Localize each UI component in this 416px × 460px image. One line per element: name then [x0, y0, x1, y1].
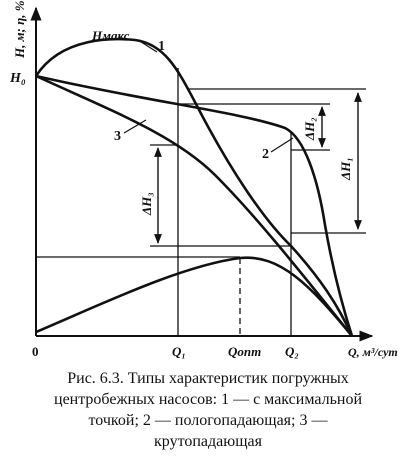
x-axis-label: Q, м³/сут — [348, 345, 398, 359]
qopt-label: Qопт — [228, 344, 261, 359]
q1-label: Q₁ — [172, 344, 186, 359]
efficiency-curve — [35, 256, 354, 337]
h0-label: H₀ — [9, 71, 26, 86]
curve-2-label: 2 — [262, 147, 269, 162]
curve-2-leader — [270, 137, 294, 153]
pump-characteristics-diagram: H, м; η, % H₀ Hмакс 1 2 3 ΔH₁ ΔH₂ ΔH₃ 0 … — [9, 0, 398, 359]
curve-3-steeply-falling — [35, 74, 354, 337]
origin-label: 0 — [32, 344, 39, 359]
delta-h1-label: ΔH₁ — [338, 157, 353, 181]
curve-3-leader — [123, 119, 147, 134]
figure-caption: Рис. 6.3. Типы характеристик погружных ц… — [0, 368, 416, 452]
curve-1-label: 1 — [158, 39, 165, 54]
delta-h2-label: ΔH₂ — [302, 117, 317, 141]
q2-label: Q₂ — [285, 344, 299, 359]
curve-3-label: 3 — [114, 129, 121, 144]
hmax-label: Hмакс — [91, 28, 130, 43]
curve-2-gently-falling — [35, 74, 354, 337]
caption-line: точкой; 2 — пологопадающая; 3 — — [88, 412, 328, 429]
curve-1-max-point — [34, 37, 354, 337]
caption-line: центробежных насосов: 1 — с максимальной — [54, 391, 362, 408]
caption-line: крутопадающая — [154, 433, 262, 450]
y-axis-label: H, м; η, % — [12, 0, 27, 59]
curve-1-leader — [137, 39, 158, 53]
caption-line: Рис. 6.3. Типы характеристик погружных — [67, 370, 349, 387]
delta-h3-label: ΔH₃ — [139, 192, 154, 216]
